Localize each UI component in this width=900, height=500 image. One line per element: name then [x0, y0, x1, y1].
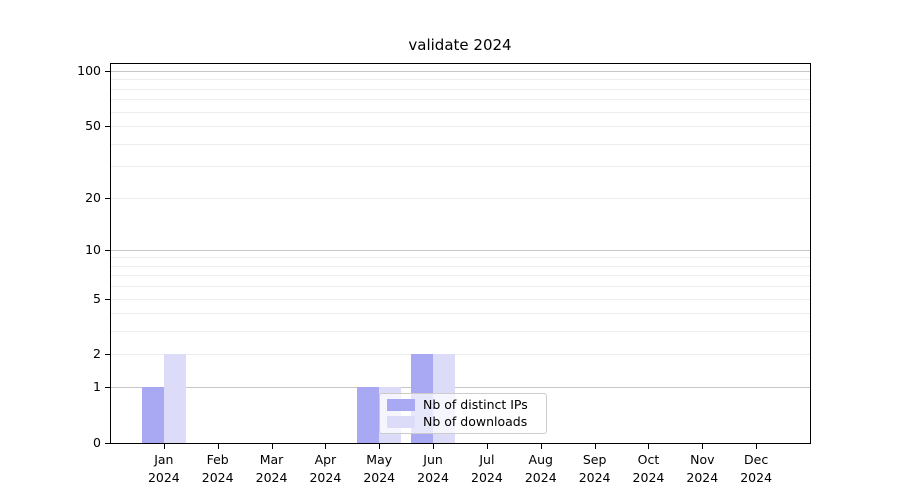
x-tick-label-nov: Nov 2024: [670, 451, 734, 487]
x-tick-feb: [217, 444, 219, 449]
y-tick-50: [105, 126, 110, 128]
x-tick-year-aug: 2024: [524, 470, 557, 485]
x-tick-label-apr: Apr 2024: [293, 451, 357, 487]
y-tick-100: [105, 71, 110, 72]
y-minor-gridline-6: [110, 286, 810, 288]
x-tick-year-mar: 2024: [255, 470, 288, 485]
y-minor-gridline-70: [110, 99, 810, 101]
x-tick-aug: [540, 444, 542, 449]
y-minor-gridline-3: [110, 331, 810, 333]
y-tick-label-0: 0: [93, 435, 101, 450]
x-tick-year-oct: 2024: [632, 470, 665, 485]
y-tick-10: [105, 249, 110, 251]
y-minor-gridline-80: [110, 88, 810, 90]
y-minor-gridline-30: [110, 166, 810, 168]
y-minor-gridline-9: [110, 257, 810, 259]
y-tick-label-50: 50: [85, 118, 101, 134]
y-tick-label-20: 20: [85, 189, 101, 205]
x-tick-jan: [163, 444, 165, 449]
x-tick-year-nov: 2024: [686, 470, 719, 485]
y-major-gridline-1: [110, 387, 810, 389]
x-tick-year-jan: 2024: [147, 470, 180, 485]
x-tick-year-jun: 2024: [417, 470, 449, 485]
y-tick-1: [105, 387, 110, 389]
y-minor-gridline-40: [110, 143, 810, 145]
x-tick-year-jul: 2024: [471, 470, 503, 485]
x-tick-label-mar: Mar 2024: [240, 451, 304, 487]
y-minor-gridline-2: [110, 354, 810, 356]
x-tick-dec: [756, 444, 758, 449]
y-minor-gridline-7: [110, 275, 810, 277]
y-tick-label-2: 2: [93, 346, 101, 362]
x-tick-year-sep: 2024: [578, 470, 611, 485]
x-tick-sep: [594, 444, 596, 449]
y-minor-gridline-20: [110, 197, 810, 199]
bar-distinct-ips-may: [357, 387, 380, 443]
legend-swatch-distinct-ips: [387, 399, 415, 411]
x-tick-year-apr: 2024: [309, 470, 342, 485]
y-tick-20: [105, 197, 110, 199]
y-minor-gridline-60: [110, 111, 810, 113]
x-tick-label-jan: Jan 2024: [132, 451, 196, 487]
y-tick-label-10: 10: [85, 241, 101, 257]
x-tick-label-sep: Sep 2024: [563, 451, 627, 487]
y-tick-0: [105, 443, 110, 444]
legend-item-downloads: Nb of downloads: [387, 414, 539, 430]
y-tick-label-100: 100: [77, 63, 101, 78]
x-tick-label-oct: Oct 2024: [616, 451, 680, 487]
legend-label-distinct-ips: Nb of distinct IPs: [423, 397, 528, 412]
y-minor-gridline-50: [110, 126, 810, 128]
x-tick-may: [379, 444, 381, 449]
y-major-gridline-10: [110, 249, 810, 251]
y-tick-2: [105, 354, 110, 356]
x-tick-label-aug: Aug 2024: [509, 451, 573, 487]
x-tick-label-feb: Feb 2024: [186, 451, 250, 487]
legend-item-distinct-ips: Nb of distinct IPs: [387, 397, 539, 413]
legend-swatch-downloads: [387, 416, 415, 428]
x-tick-label-jul: Jul 2024: [455, 451, 519, 487]
x-tick-year-feb: 2024: [201, 470, 234, 485]
y-tick-5: [105, 298, 110, 300]
x-tick-label-dec: Dec 2024: [724, 451, 788, 487]
y-minor-gridline-4: [110, 313, 810, 315]
y-minor-gridline-5: [110, 298, 810, 300]
x-tick-jul: [486, 444, 488, 449]
bar-downloads-jan: [163, 354, 186, 443]
x-tick-oct: [648, 444, 650, 449]
y-tick-label-1: 1: [93, 379, 101, 395]
x-tick-label-jun: Jun 2024: [401, 451, 465, 487]
x-tick-year-may: 2024: [363, 470, 396, 485]
y-minor-gridline-8: [110, 265, 810, 267]
x-tick-apr: [325, 444, 327, 449]
legend-label-downloads: Nb of downloads: [423, 414, 528, 429]
x-tick-nov: [702, 444, 704, 449]
bar-distinct-ips-jan: [141, 387, 164, 443]
y-tick-label-5: 5: [93, 290, 101, 306]
x-tick-mar: [271, 444, 273, 449]
x-tick-year-dec: 2024: [740, 470, 773, 485]
y-minor-gridline-90: [110, 79, 810, 81]
x-tick-jun: [433, 444, 435, 449]
plot-area: [110, 63, 810, 443]
x-tick-label-may: May 2024: [347, 451, 411, 487]
y-major-gridline-100: [110, 71, 810, 72]
legend: Nb of distinct IPs Nb of downloads: [379, 393, 547, 434]
chart-title: validate 2024: [408, 36, 512, 54]
